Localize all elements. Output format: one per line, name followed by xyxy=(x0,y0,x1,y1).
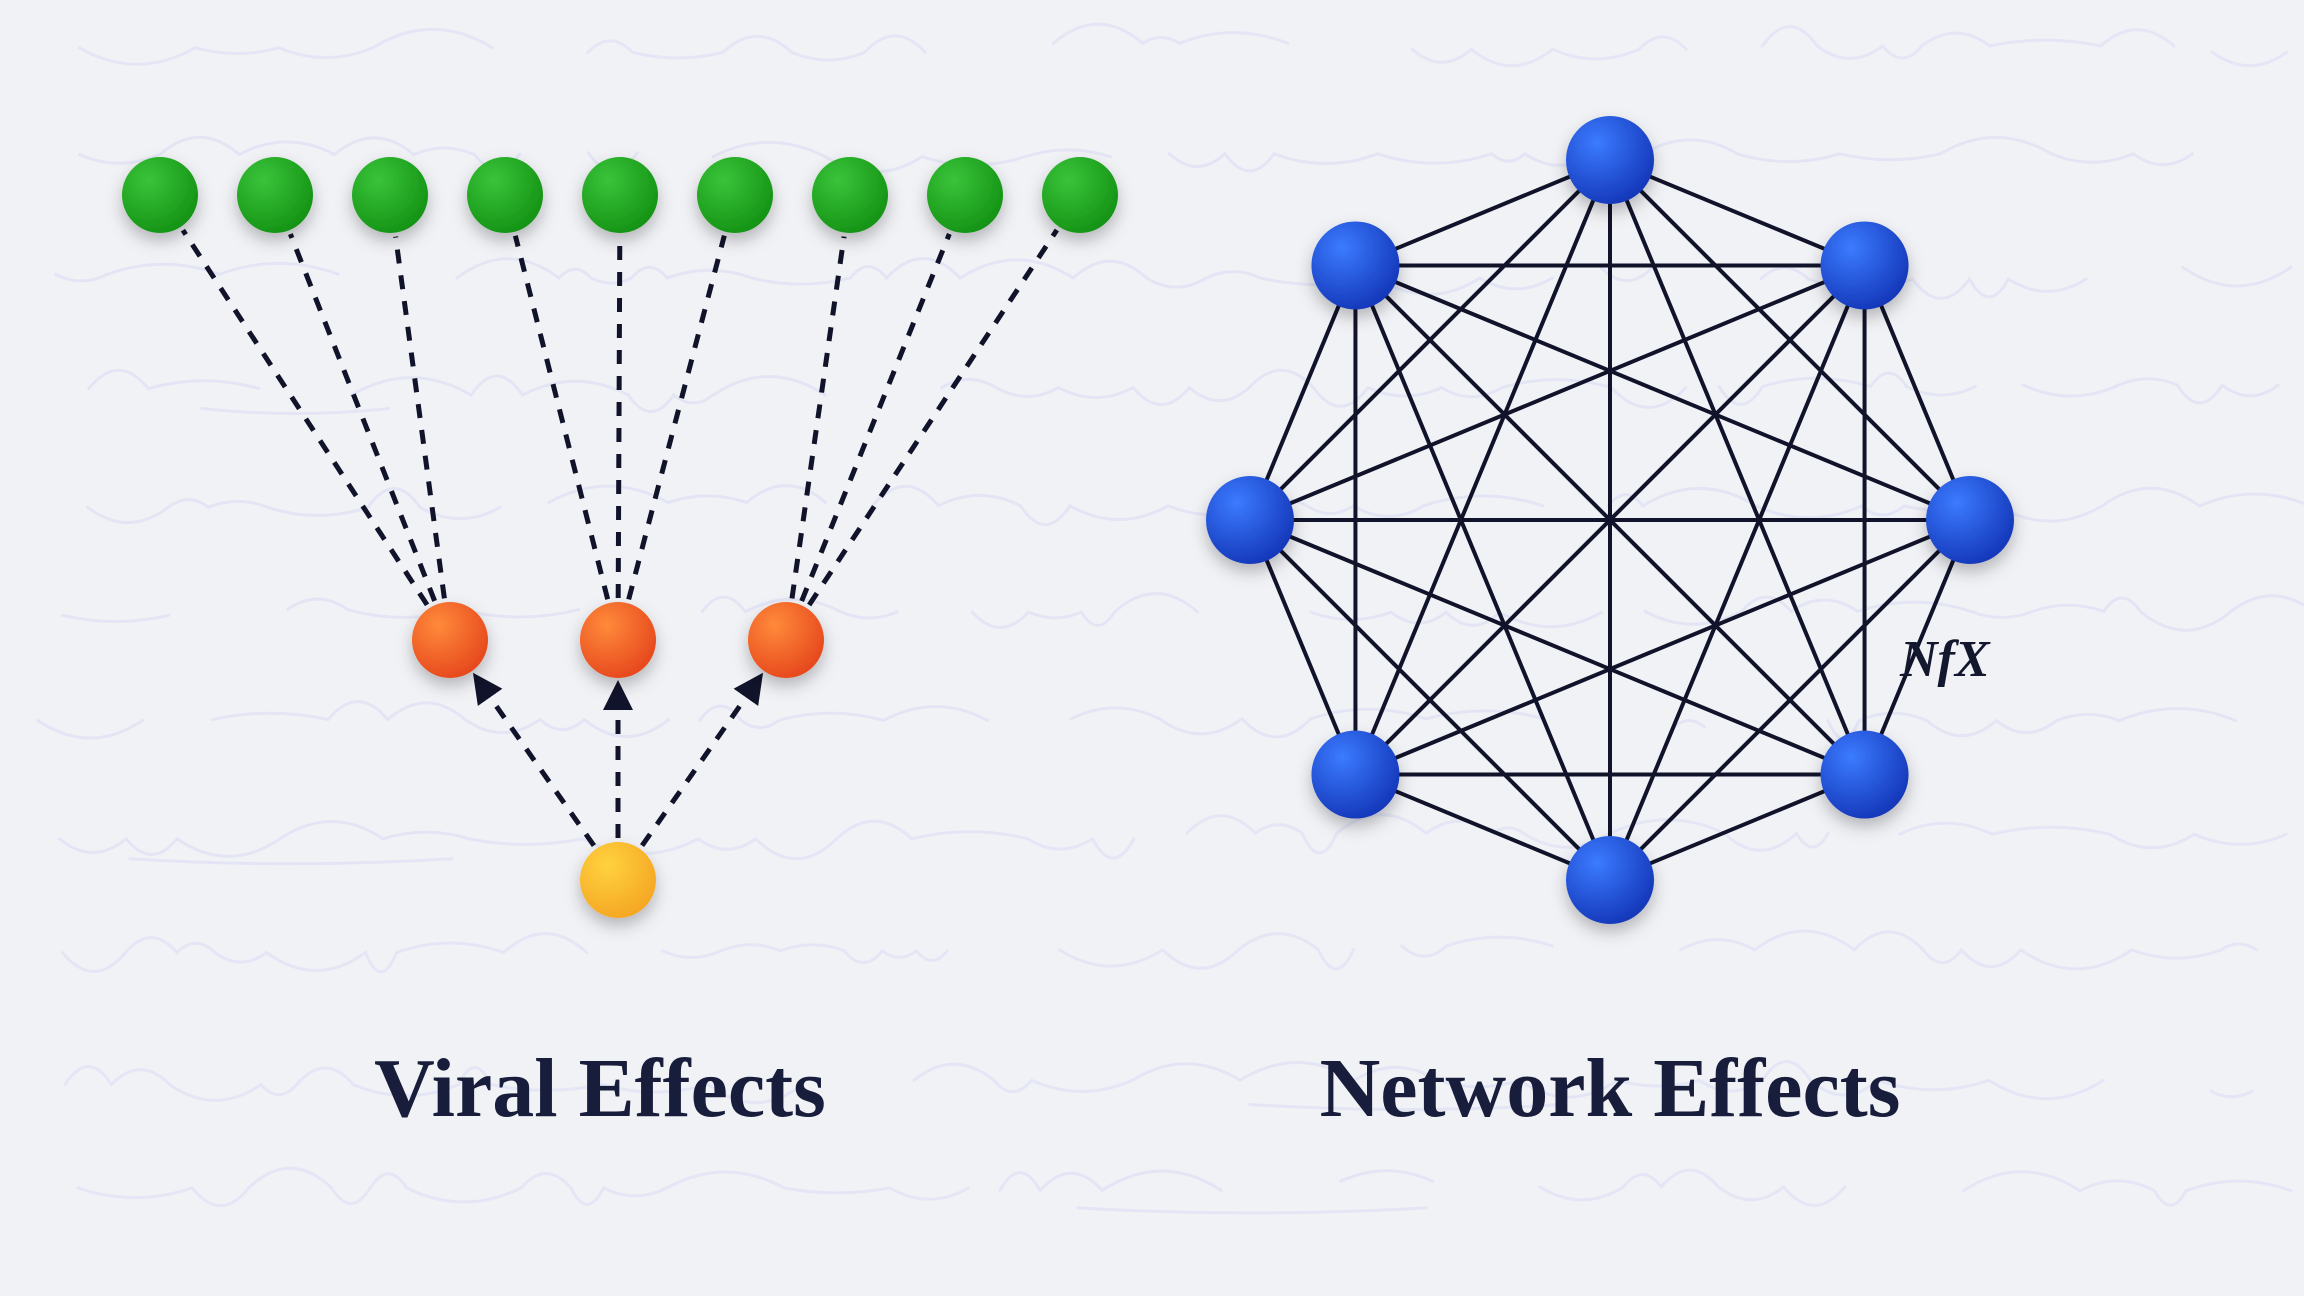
viral-top-node xyxy=(237,157,313,233)
viral-top-node xyxy=(1042,157,1118,233)
viral-mid-node xyxy=(580,602,656,678)
viral-mid-node xyxy=(412,602,488,678)
network-node xyxy=(1821,221,1909,309)
network-node xyxy=(1311,221,1399,309)
network-node xyxy=(1926,476,2014,564)
viral-mid-node xyxy=(748,602,824,678)
caption-network-effects: Network Effects xyxy=(1320,1040,1901,1137)
viral-top-node xyxy=(812,157,888,233)
viral-top-node xyxy=(122,157,198,233)
viral-root-node xyxy=(580,842,656,918)
viral-top-node xyxy=(467,157,543,233)
network-diagram xyxy=(1206,116,2014,924)
network-node xyxy=(1821,731,1909,819)
viral-top-node xyxy=(352,157,428,233)
network-node xyxy=(1311,731,1399,819)
network-node xyxy=(1206,476,1294,564)
caption-viral-effects: Viral Effects xyxy=(374,1040,826,1137)
viral-top-node xyxy=(697,157,773,233)
viral-top-node xyxy=(582,157,658,233)
viral-top-node xyxy=(927,157,1003,233)
network-node xyxy=(1566,836,1654,924)
network-node xyxy=(1566,116,1654,204)
diagram-stage: Viral Effects Network Effects NfX xyxy=(0,0,2304,1296)
watermark-nfx: NfX xyxy=(1900,630,1990,689)
